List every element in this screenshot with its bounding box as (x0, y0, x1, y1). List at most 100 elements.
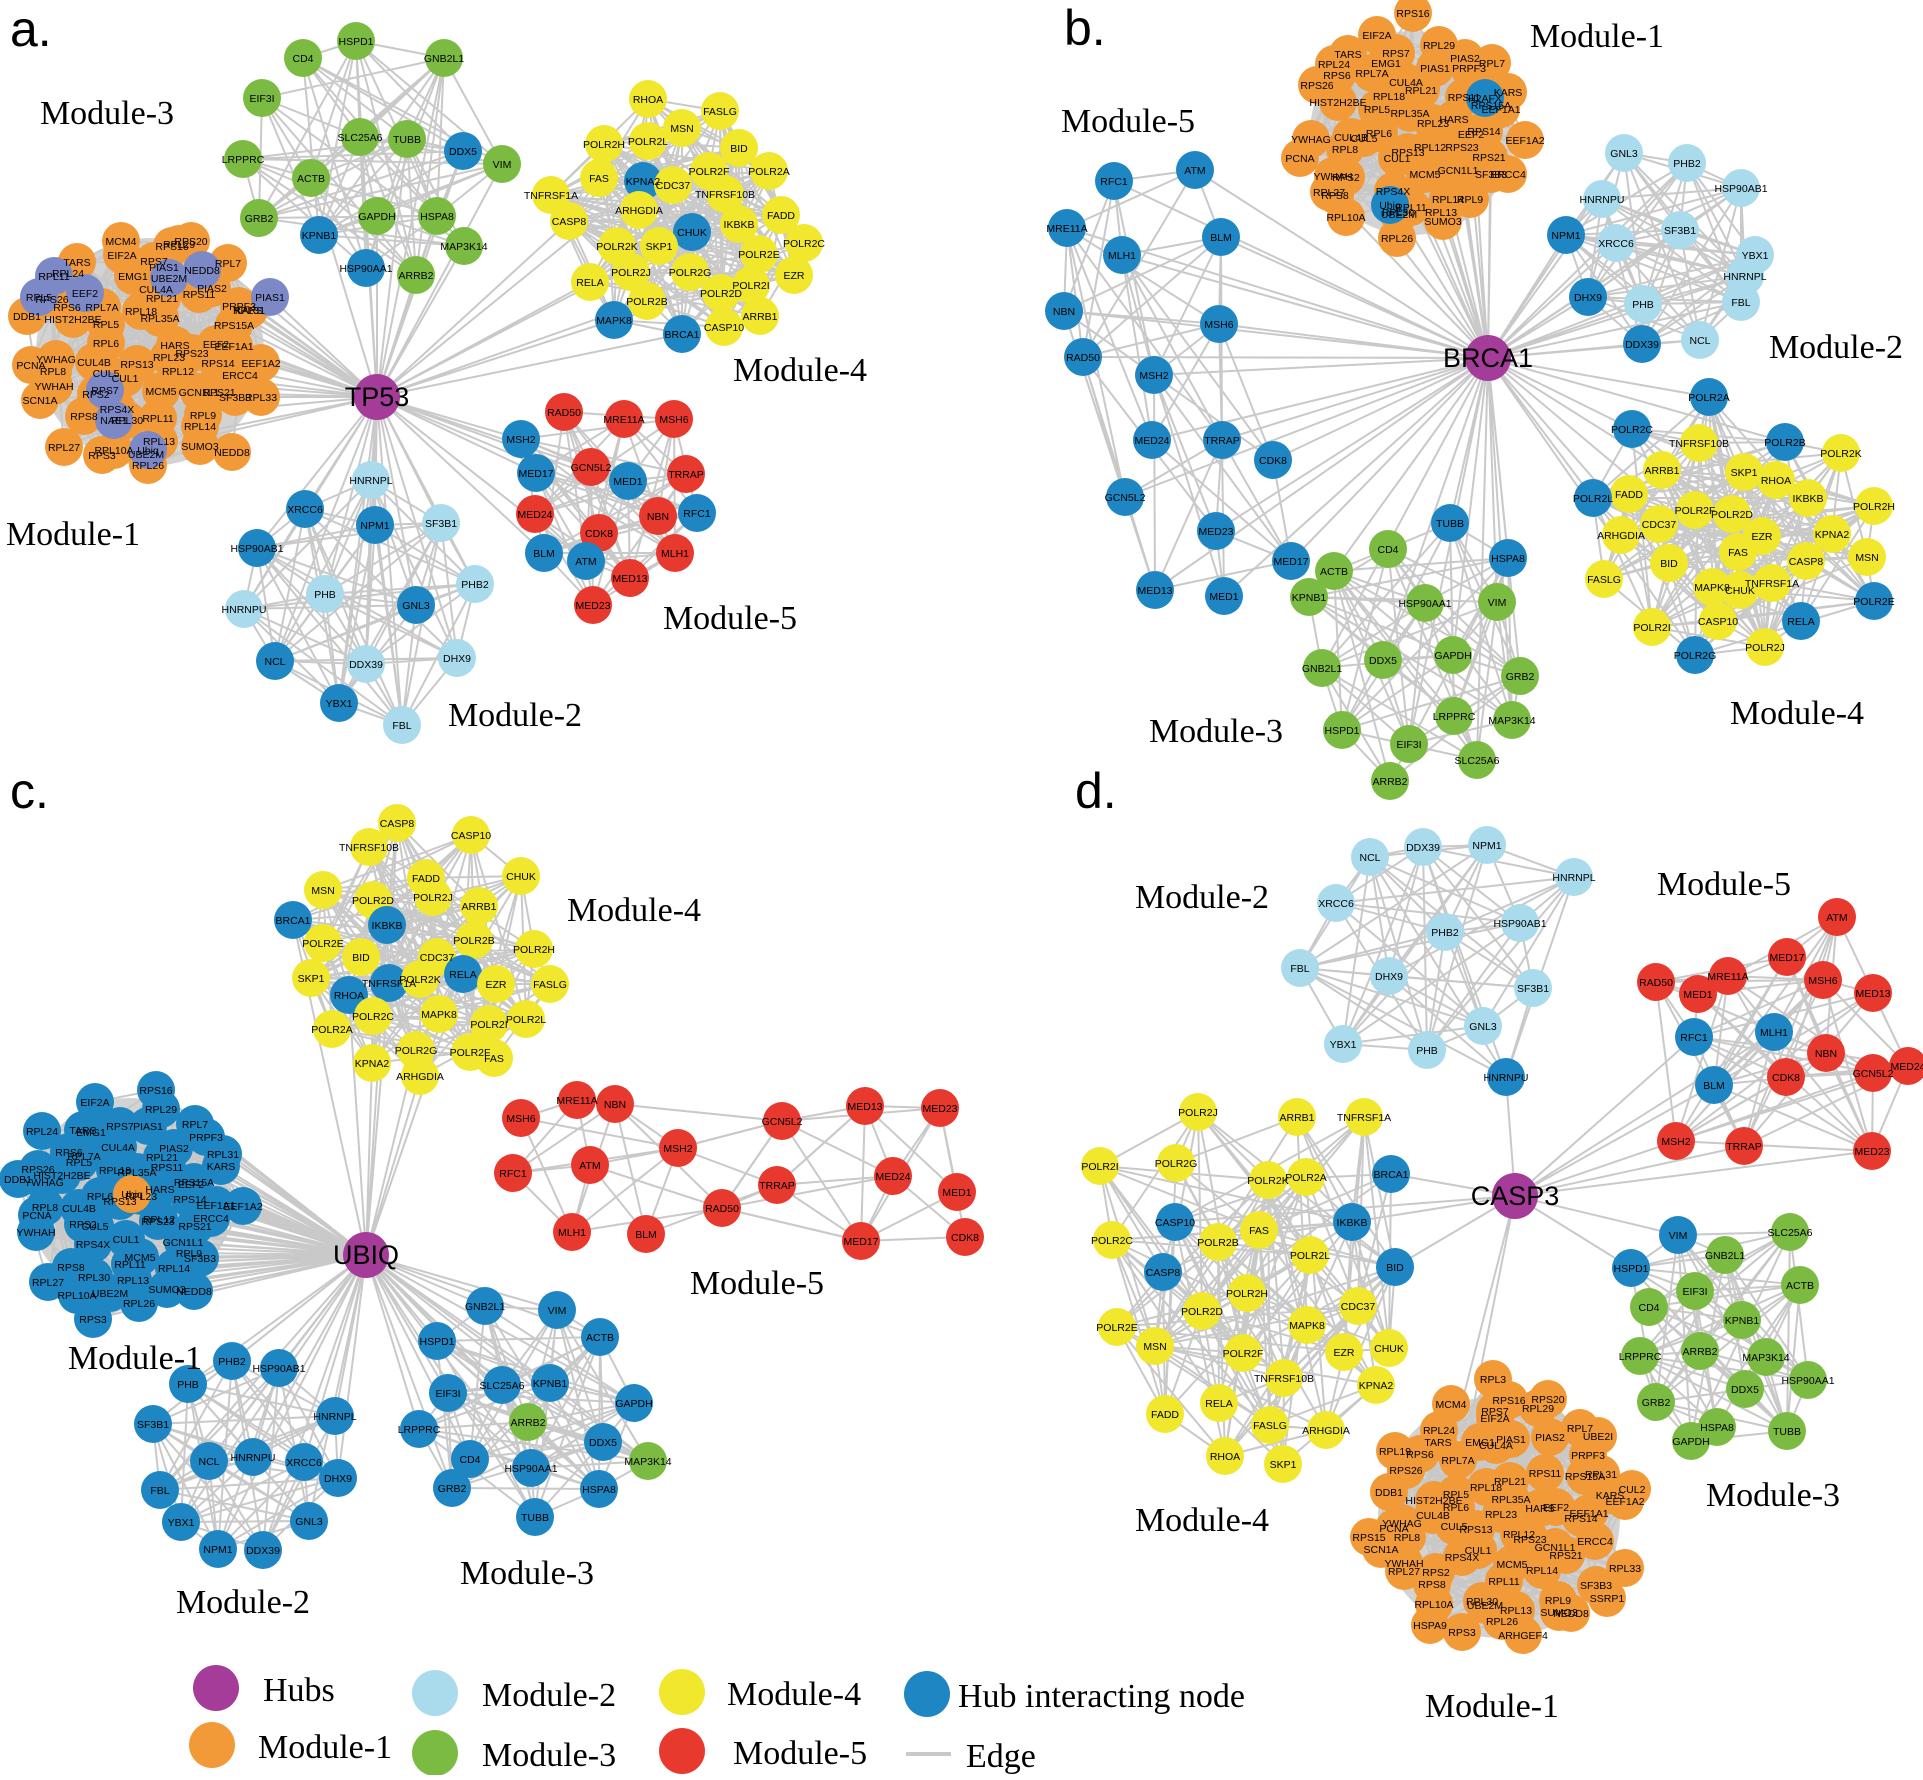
svg-text:PIAS1: PIAS1 (255, 292, 285, 304)
svg-text:ACTB: ACTB (586, 1332, 614, 1344)
svg-text:CDK8: CDK8 (585, 528, 613, 540)
svg-text:NEDD8: NEDD8 (1553, 1608, 1589, 1620)
svg-text:BLM: BLM (533, 548, 555, 560)
svg-text:EEF1A2: EEF1A2 (241, 358, 280, 370)
svg-text:POLR2K: POLR2K (1247, 1175, 1288, 1187)
svg-text:POLR2C: POLR2C (1611, 424, 1653, 436)
svg-text:POLR2H: POLR2H (513, 944, 555, 956)
svg-text:MRE11A: MRE11A (1046, 223, 1087, 235)
svg-text:RPS8: RPS8 (70, 411, 98, 423)
svg-text:POLR2F: POLR2F (1675, 505, 1716, 517)
svg-text:PIAS2: PIAS2 (1450, 53, 1480, 65)
svg-text:XRCC6: XRCC6 (286, 1457, 322, 1469)
svg-text:EEF1A2: EEF1A2 (223, 1201, 262, 1213)
svg-text:SF3B1: SF3B1 (425, 518, 457, 530)
svg-text:MSH6: MSH6 (659, 414, 688, 426)
svg-text:MRE11A: MRE11A (556, 1095, 597, 1107)
svg-text:HNRNPL: HNRNPL (1552, 872, 1595, 884)
svg-text:EEF2: EEF2 (178, 1179, 204, 1191)
svg-text:RPS2: RPS2 (1332, 172, 1360, 184)
svg-text:DDX39: DDX39 (1625, 339, 1659, 351)
svg-text:BRCA1: BRCA1 (1373, 1169, 1408, 1181)
svg-text:CUL4A: CUL4A (1389, 77, 1423, 89)
svg-text:RPS23: RPS23 (1513, 1534, 1546, 1546)
svg-text:NCL: NCL (264, 656, 285, 668)
svg-text:RPL12: RPL12 (1503, 1529, 1535, 1541)
svg-text:MED24: MED24 (1134, 435, 1169, 447)
svg-text:RPS11: RPS11 (1448, 92, 1481, 104)
svg-text:RPL6: RPL6 (87, 1191, 113, 1203)
svg-text:CASP8: CASP8 (1146, 1267, 1181, 1279)
svg-text:RPL14: RPL14 (184, 421, 216, 433)
svg-text:BID: BID (352, 952, 370, 964)
svg-text:HSP90AB1: HSP90AB1 (1493, 918, 1546, 930)
svg-text:TNFRSF1A: TNFRSF1A (362, 978, 416, 990)
svg-text:LRPPRC: LRPPRC (1619, 1351, 1662, 1363)
svg-text:GAPDH: GAPDH (1672, 1436, 1709, 1448)
svg-text:CASP10: CASP10 (1698, 616, 1738, 628)
svg-text:HNRNPU: HNRNPU (222, 604, 267, 616)
svg-text:BID: BID (1660, 558, 1678, 570)
svg-text:ARHGEF4: ARHGEF4 (1498, 1630, 1548, 1642)
svg-text:SF3B3: SF3B3 (1475, 169, 1507, 181)
svg-text:RPL24: RPL24 (26, 1126, 58, 1138)
svg-text:RPS26: RPS26 (35, 294, 68, 306)
svg-text:FADD: FADD (767, 210, 795, 222)
svg-text:Module-3: Module-3 (40, 95, 174, 132)
svg-text:RPL33: RPL33 (1609, 1563, 1641, 1575)
svg-text:RPS7: RPS7 (91, 385, 119, 397)
svg-text:DDX5: DDX5 (1731, 1384, 1759, 1396)
svg-text:CD4: CD4 (1638, 1302, 1659, 1314)
svg-text:ERCC4: ERCC4 (1490, 169, 1526, 181)
svg-text:RPL11: RPL11 (114, 1259, 145, 1271)
svg-text:EEF1A1: EEF1A1 (1481, 104, 1520, 116)
svg-text:UBE2M: UBE2M (1467, 1600, 1503, 1612)
svg-text:ARHGDIA: ARHGDIA (1597, 530, 1645, 542)
svg-text:RPL8: RPL8 (1394, 1532, 1420, 1544)
svg-text:NEDD8: NEDD8 (176, 1286, 212, 1298)
svg-text:CASP8: CASP8 (552, 216, 587, 228)
svg-text:BLM: BLM (1210, 232, 1232, 244)
svg-text:BID: BID (730, 143, 748, 155)
svg-text:RPL35A: RPL35A (140, 313, 179, 325)
svg-text:RPS8: RPS8 (57, 1262, 85, 1274)
svg-text:POLR2K: POLR2K (596, 241, 637, 253)
svg-text:POLR2L: POLR2L (506, 1014, 546, 1026)
svg-text:HNRNPL: HNRNPL (1723, 271, 1766, 283)
svg-text:RPL13: RPL13 (143, 436, 175, 448)
svg-text:PIAS2: PIAS2 (159, 1143, 189, 1155)
svg-text:CASP3: CASP3 (1471, 1181, 1560, 1211)
svg-text:UBE2M: UBE2M (128, 449, 164, 461)
svg-text:MSH6: MSH6 (506, 1113, 535, 1125)
svg-text:RPS11: RPS11 (151, 1162, 184, 1174)
svg-text:RELA: RELA (1787, 616, 1814, 628)
svg-text:RPS23: RPS23 (175, 348, 208, 360)
svg-text:RPL30: RPL30 (78, 1272, 110, 1284)
svg-text:ERCC4: ERCC4 (222, 370, 258, 382)
svg-text:YWHAG: YWHAG (1291, 134, 1331, 146)
svg-text:CUL4A: CUL4A (101, 1142, 135, 1154)
svg-text:CHUK: CHUK (506, 871, 536, 883)
svg-text:RPS26: RPS26 (1300, 80, 1333, 92)
svg-text:PIAS1: PIAS1 (149, 262, 179, 274)
svg-text:SCN1A: SCN1A (1363, 1544, 1398, 1556)
svg-text:GNL3: GNL3 (1610, 148, 1638, 160)
svg-text:EMG1: EMG1 (76, 1127, 106, 1139)
svg-text:CDC37: CDC37 (656, 180, 691, 192)
svg-text:RPS20: RPS20 (1531, 1394, 1564, 1406)
svg-text:UBE2M: UBE2M (151, 273, 187, 285)
svg-text:MSN: MSN (1143, 1341, 1166, 1353)
svg-text:POLR2F: POLR2F (689, 166, 730, 178)
svg-text:MRE11A: MRE11A (1707, 971, 1748, 983)
svg-text:POLR2B: POLR2B (453, 935, 494, 947)
svg-text:SUMO3: SUMO3 (148, 1284, 186, 1296)
svg-text:CUL5: CUL5 (1441, 1521, 1468, 1533)
svg-text:POLR2B: POLR2B (1764, 437, 1805, 449)
svg-text:YBX1: YBX1 (168, 1517, 195, 1529)
svg-text:RPS8: RPS8 (1418, 1579, 1446, 1591)
svg-text:KPNB1: KPNB1 (1292, 592, 1327, 604)
svg-text:RPL14: RPL14 (1526, 1565, 1558, 1577)
svg-text:ATM: ATM (575, 556, 596, 568)
svg-text:HIST2H2BE: HIST2H2BE (1309, 97, 1366, 109)
svg-text:LRPPRC: LRPPRC (398, 1424, 441, 1436)
